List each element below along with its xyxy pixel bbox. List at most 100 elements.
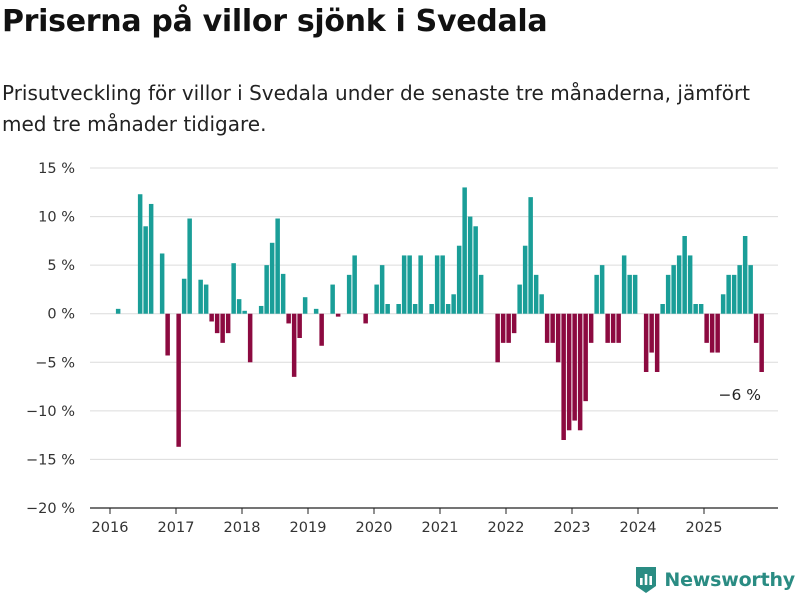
- x-tick-label: 2018: [224, 520, 261, 536]
- bar: [363, 313, 368, 324]
- bar: [467, 216, 473, 314]
- bar: [715, 313, 720, 353]
- bar: [434, 255, 440, 314]
- bar: [731, 274, 737, 314]
- y-tick-label: 5 %: [47, 258, 75, 274]
- bar: [203, 284, 209, 314]
- bar: [506, 313, 511, 343]
- bar: [693, 304, 698, 314]
- bar: [748, 265, 753, 314]
- x-tick-label: 2023: [554, 520, 591, 536]
- bar: [313, 308, 319, 314]
- bar: [236, 299, 242, 314]
- chart-subtitle: Prisutveckling för villor i Svedala unde…: [2, 81, 751, 136]
- brand-name: Newsworthy: [664, 569, 795, 591]
- y-tick-label: −15 %: [26, 452, 75, 468]
- bar: [445, 304, 451, 314]
- bar: [726, 274, 731, 314]
- bar: [660, 304, 665, 314]
- x-tick-label: 2019: [290, 520, 327, 536]
- bar: [737, 265, 742, 314]
- bar: [214, 313, 220, 334]
- bar: [137, 194, 143, 314]
- bar: [286, 313, 291, 324]
- bar: [610, 313, 616, 343]
- bar: [247, 313, 253, 363]
- bar: [500, 313, 506, 343]
- bar: [473, 226, 478, 314]
- bar: [561, 313, 566, 440]
- bar: [627, 274, 632, 314]
- bar: [330, 284, 335, 314]
- bar: [280, 273, 286, 314]
- x-tick-label: 2020: [356, 520, 393, 536]
- bar: [704, 313, 709, 343]
- bar: [165, 313, 170, 356]
- bar: [555, 313, 561, 363]
- bar: [594, 274, 599, 314]
- bar: [319, 313, 324, 346]
- bar: [665, 274, 671, 314]
- bar: [401, 255, 407, 314]
- bar: [709, 313, 715, 353]
- bar: [379, 265, 385, 314]
- bar: [577, 313, 583, 431]
- bar: [671, 265, 676, 314]
- bar: [616, 313, 621, 343]
- bar: [621, 255, 627, 314]
- bar: [335, 313, 341, 317]
- bar: [291, 313, 297, 377]
- bar: [676, 255, 682, 314]
- bar: [572, 313, 577, 421]
- gridlines: [90, 167, 778, 509]
- y-tick-label: 10 %: [38, 210, 75, 226]
- bar: [698, 304, 704, 314]
- bar: [759, 313, 764, 372]
- y-tick-label: 0 %: [47, 307, 75, 323]
- bar: [528, 197, 533, 314]
- bar: [264, 265, 269, 314]
- bar: [649, 313, 654, 353]
- bar: [269, 242, 275, 314]
- bar: [550, 313, 555, 343]
- bar: [374, 284, 379, 314]
- bar: [511, 313, 517, 334]
- x-tick-label: 2022: [488, 520, 525, 536]
- bar: [495, 313, 500, 363]
- bar: [181, 278, 187, 314]
- x-tick-label: 2024: [620, 520, 657, 536]
- bar: [440, 255, 445, 314]
- y-tick-label: −10 %: [26, 404, 75, 420]
- bar: [418, 255, 423, 314]
- bar: [176, 313, 181, 447]
- bar: [412, 304, 418, 314]
- bar: [544, 313, 550, 343]
- bar: [682, 236, 687, 314]
- bar: [599, 265, 605, 314]
- bar: [148, 203, 154, 314]
- bar: [456, 245, 462, 314]
- bar: [632, 274, 638, 314]
- x-tick-label: 2017: [158, 520, 195, 536]
- x-tick-label: 2025: [686, 520, 723, 536]
- bar: [583, 313, 588, 402]
- bar-chart: 15 %10 %5 %0 %−5 %−10 %−15 %−20 % 2016 20…: [26, 161, 778, 536]
- bar: [478, 274, 484, 314]
- bar: [654, 313, 660, 372]
- bar: [159, 253, 165, 314]
- bar: [352, 255, 357, 314]
- y-tick-label: 15 %: [38, 161, 75, 177]
- bar: [566, 313, 572, 431]
- bar: [385, 304, 390, 314]
- brand: Newsworthy: [634, 566, 795, 594]
- bar: [742, 236, 748, 314]
- bar: [605, 313, 610, 343]
- bar: [588, 313, 594, 343]
- bar: [720, 294, 726, 314]
- bar: [198, 279, 203, 314]
- y-tick-label: −20 %: [26, 501, 75, 517]
- bar: [275, 218, 280, 314]
- newsworthy-logo-icon: [636, 567, 657, 593]
- bar: [643, 313, 649, 372]
- bar: [396, 304, 401, 314]
